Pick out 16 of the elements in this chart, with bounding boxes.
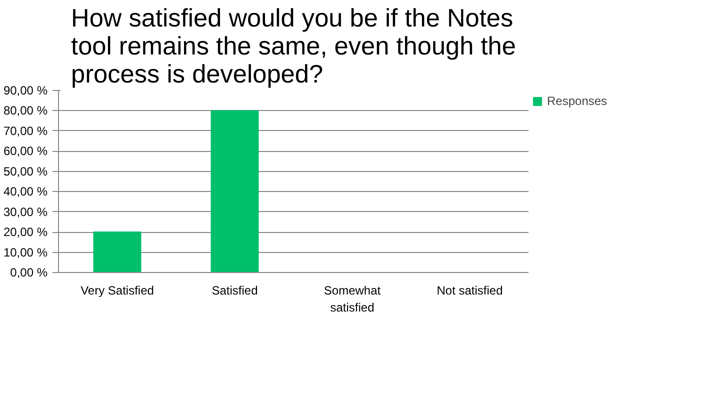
y-tick-label: 20,00 % [3, 225, 48, 240]
x-tick-label: Satisfied [212, 284, 258, 298]
y-tick-label: 60,00 % [3, 144, 48, 158]
legend-label: Responses [547, 94, 608, 108]
x-tick-label: Very Satisfied [80, 284, 154, 298]
y-tick-label: 90,00 % [3, 84, 48, 98]
x-tick-label: Not satisfied [436, 284, 503, 298]
y-tick-label: 50,00 % [3, 164, 48, 178]
chart-title: How satisfied would you be if the Notes tool remains the same, even though the process is developed? [71, 4, 516, 88]
y-tick-label: 0,00 % [10, 266, 48, 280]
x-tick-label: Somewhat satisfied [324, 284, 382, 314]
y-tick-label: 70,00 % [3, 124, 48, 138]
y-tick-label: 80,00 % [3, 104, 48, 118]
y-tick-label: 30,00 % [3, 204, 48, 219]
y-tick-label: 10,00 % [3, 245, 48, 260]
y-tick-label: 40,00 % [3, 184, 48, 199]
